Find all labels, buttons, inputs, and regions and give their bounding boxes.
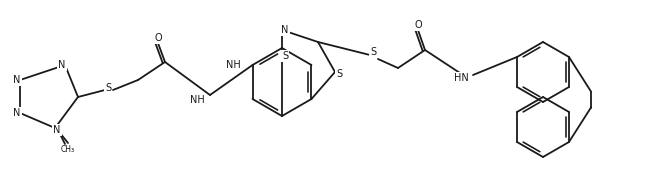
Text: S: S xyxy=(336,69,342,79)
Text: N: N xyxy=(281,25,289,35)
Text: NH: NH xyxy=(226,60,240,70)
Text: S: S xyxy=(105,83,111,93)
Text: HN: HN xyxy=(454,73,468,83)
Text: N: N xyxy=(54,125,61,135)
Text: N: N xyxy=(58,60,66,70)
Text: NH: NH xyxy=(190,95,205,105)
Text: S: S xyxy=(370,47,376,57)
Text: N: N xyxy=(13,108,21,118)
Text: CH₃: CH₃ xyxy=(61,145,75,154)
Text: S: S xyxy=(282,51,288,61)
Text: N: N xyxy=(13,75,21,85)
Text: O: O xyxy=(414,20,422,30)
Text: O: O xyxy=(154,33,162,43)
